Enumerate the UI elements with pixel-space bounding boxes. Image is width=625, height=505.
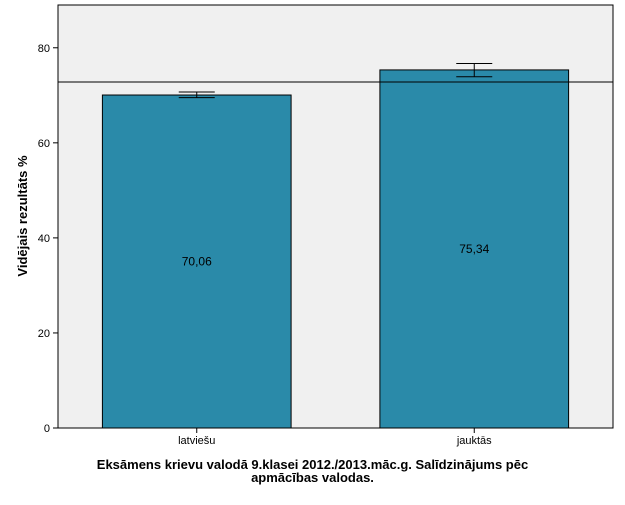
x-axis: latviešu jauktās xyxy=(178,428,492,447)
y-tick-label: 40 xyxy=(38,233,50,245)
y-axis: 0 20 40 60 80 xyxy=(38,43,58,435)
bars: 70,06 75,34 xyxy=(101,69,570,429)
bar-value-label: 70,06 xyxy=(182,255,212,269)
chart-caption-line-1: Eksāmens krievu valodā 9.klasei 2012./20… xyxy=(96,457,529,472)
x-tick-label: jauktās xyxy=(456,435,492,447)
y-tick-label: 20 xyxy=(38,328,50,340)
y-axis-label: Vidējais rezultāts % xyxy=(15,155,30,277)
chart-caption-line-2: apmācības valodas. xyxy=(251,470,374,485)
x-tick-label: latviešu xyxy=(178,435,215,447)
y-tick-label: 0 xyxy=(44,423,50,435)
y-tick-label: 60 xyxy=(38,138,50,150)
error-bars xyxy=(178,62,493,99)
bar xyxy=(379,69,570,429)
bar xyxy=(101,94,292,429)
bar-value-label: 75,34 xyxy=(459,242,489,256)
y-tick-label: 80 xyxy=(38,43,50,55)
